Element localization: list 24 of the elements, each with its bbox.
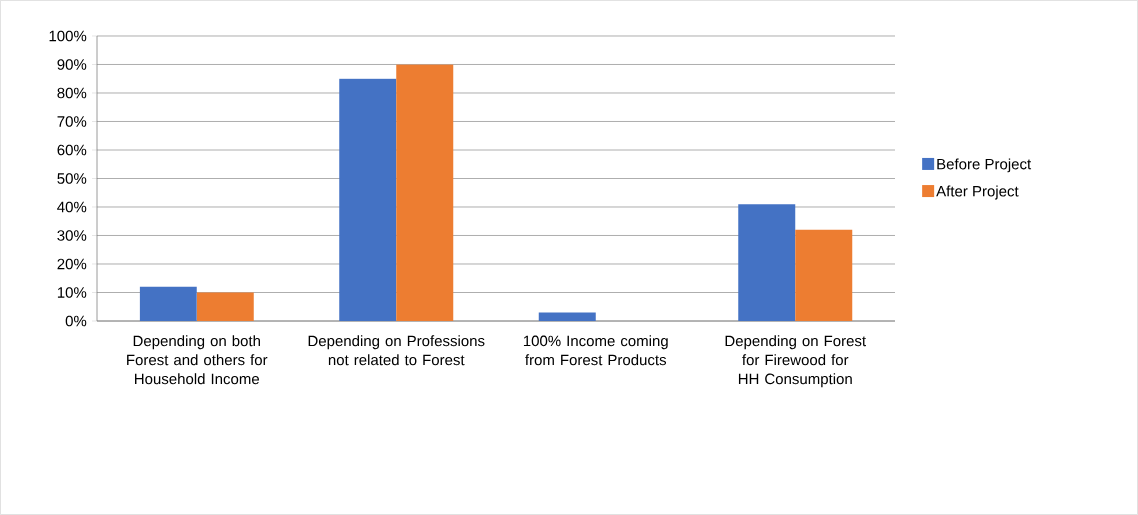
y-tick-label: 70% (57, 116, 87, 127)
x-tick-label: Depending on Forest for Firewood for HH Consumption (725, 335, 866, 388)
bar (196, 292, 254, 321)
y-tick-label: 100% (49, 30, 87, 42)
y-tick-label: 80% (57, 87, 87, 99)
x-tick-label: Depending on both Forest and others for Household Income (127, 335, 268, 385)
y-tick-label: 90% (57, 59, 87, 70)
bar (396, 64, 454, 321)
y-tick-label: 20% (57, 258, 87, 270)
y-tick-label: 30% (57, 230, 87, 241)
bar (795, 229, 853, 321)
y-tick-label: 60% (57, 144, 87, 156)
legend-label: After Project (936, 185, 1019, 200)
bar (738, 204, 796, 321)
bar (339, 78, 397, 321)
y-tick-label: 0% (65, 315, 87, 327)
y-tick-label: 40% (57, 201, 87, 213)
y-tick-label: 50% (57, 173, 87, 184)
y-tick-label: 10% (57, 287, 87, 298)
x-tick-label: Depending on Professions not related to Forest (308, 335, 485, 366)
x-tick-label: 100% Income coming from Forest Products (523, 335, 668, 366)
legend-label: Before Project (937, 158, 1032, 173)
bar (538, 312, 596, 321)
bar (139, 286, 197, 321)
